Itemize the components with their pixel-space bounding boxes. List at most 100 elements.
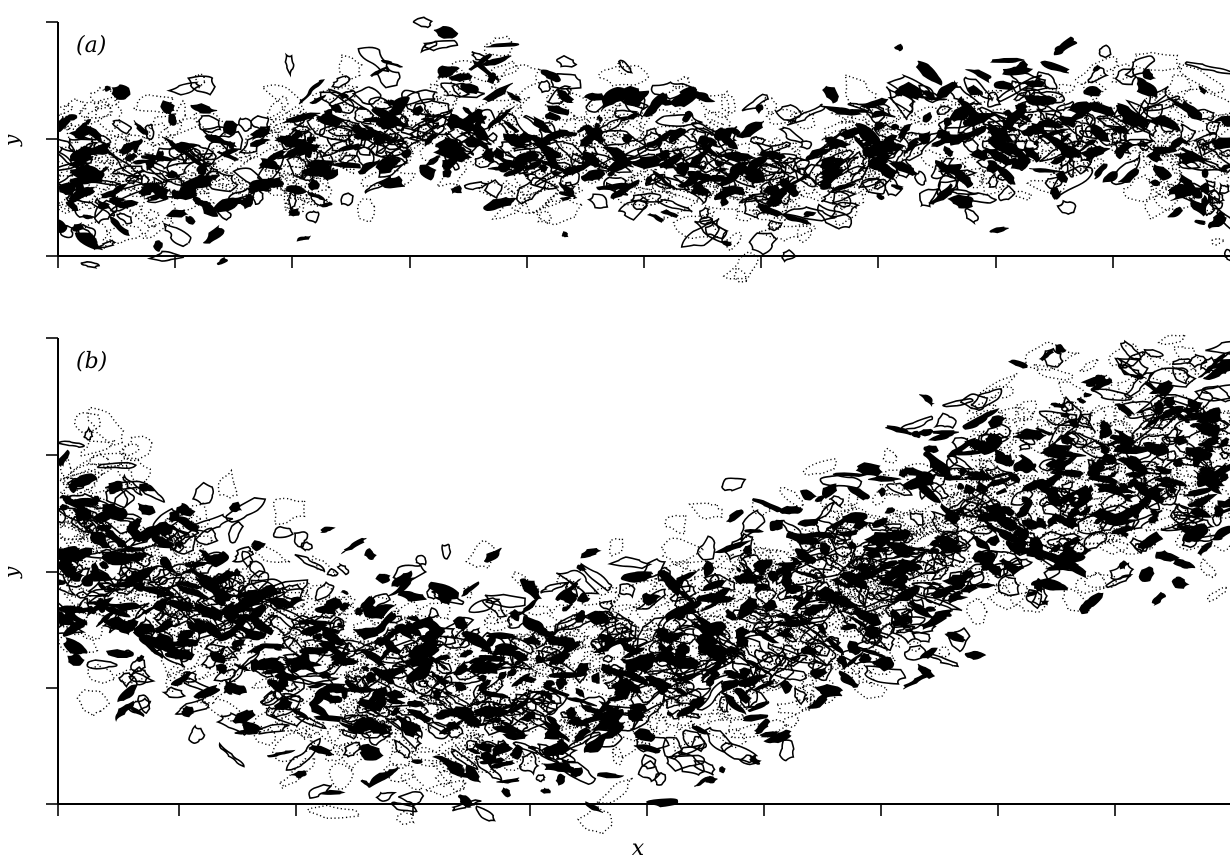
vortex-dotted-contour bbox=[78, 529, 101, 553]
vortex-dotted-contour bbox=[712, 589, 753, 604]
vortex-dotted-contour bbox=[107, 522, 130, 541]
vortex-contour bbox=[673, 174, 712, 205]
vortex-contour bbox=[1018, 443, 1031, 452]
vortex-contour bbox=[625, 153, 656, 165]
vortex-contour bbox=[602, 654, 614, 664]
vortex-blob bbox=[1118, 530, 1129, 540]
vortex-dotted-contour bbox=[1216, 146, 1230, 175]
vortex-blob bbox=[847, 640, 862, 656]
vortex-blob bbox=[65, 200, 79, 212]
vortex-contour bbox=[250, 666, 275, 679]
vortex-blob bbox=[918, 131, 931, 145]
vortex-blob bbox=[642, 92, 668, 117]
vortex-blob bbox=[108, 480, 123, 495]
vortex-blob bbox=[1143, 441, 1169, 456]
vortex-dotted-contour bbox=[691, 179, 718, 199]
vortex-dotted-contour bbox=[998, 406, 1035, 423]
vortex-contour bbox=[98, 582, 123, 591]
vortex-contour bbox=[231, 546, 255, 563]
vortex-contour bbox=[1051, 485, 1093, 504]
vortex-blob bbox=[928, 537, 943, 547]
vortex-contour bbox=[760, 141, 792, 156]
vortex-dotted-contour bbox=[434, 659, 473, 686]
vortex-blob bbox=[232, 709, 256, 724]
vortex-dotted-contour bbox=[338, 111, 350, 139]
vortex-blob bbox=[1025, 544, 1045, 561]
vortex-dotted-contour bbox=[859, 630, 897, 663]
vortex-blob bbox=[411, 641, 440, 659]
vortex-dotted-contour bbox=[880, 473, 904, 498]
vortex-contour bbox=[1058, 537, 1092, 556]
vortex-dotted-contour bbox=[324, 725, 341, 742]
vortex-contour bbox=[682, 729, 708, 753]
vortex-contour bbox=[666, 754, 706, 772]
vortex-dotted-contour bbox=[811, 638, 839, 673]
vortex-dotted-contour bbox=[973, 503, 1020, 533]
vortex-dotted-contour bbox=[837, 581, 867, 598]
vortex-blob bbox=[419, 164, 437, 181]
vortex-blob bbox=[1149, 494, 1166, 504]
vortex-contour bbox=[729, 609, 774, 624]
vortex-blob bbox=[308, 744, 334, 757]
vortex-dotted-contour bbox=[217, 468, 238, 500]
vortex-dotted-contour bbox=[67, 533, 89, 563]
vortex-dotted-contour bbox=[866, 656, 894, 676]
vortex-dotted-contour bbox=[847, 577, 897, 593]
vortex-contour bbox=[1169, 502, 1191, 526]
vortex-blob bbox=[375, 120, 397, 130]
vortex-contour bbox=[964, 563, 985, 578]
vortex-dotted-contour bbox=[104, 519, 148, 540]
vortex-dotted-contour bbox=[829, 654, 841, 671]
vortex-blob bbox=[233, 568, 241, 578]
vortex-dotted-contour bbox=[249, 545, 291, 564]
vortex-contour bbox=[177, 640, 193, 663]
vortex-blob bbox=[1090, 123, 1111, 143]
vortex-contour bbox=[188, 724, 206, 744]
vortex-blob bbox=[474, 742, 494, 753]
vortex-contour bbox=[396, 140, 409, 150]
vortex-dotted-contour bbox=[250, 590, 308, 620]
vortex-contour bbox=[933, 412, 957, 429]
vortex-blob bbox=[754, 103, 764, 114]
vortex-dotted-contour bbox=[61, 181, 100, 211]
vortex-contour bbox=[102, 619, 134, 630]
vortex-dotted-contour bbox=[1044, 401, 1084, 432]
vortex-dotted-contour bbox=[302, 602, 330, 619]
vortex-dotted-contour bbox=[620, 646, 647, 658]
vortex-blob bbox=[1190, 507, 1213, 518]
vortex-blob bbox=[929, 430, 960, 436]
vortex-dotted-contour bbox=[796, 224, 813, 244]
vortex-dotted-contour bbox=[268, 707, 306, 739]
vortex-blob bbox=[1066, 418, 1079, 429]
vortex-blob bbox=[815, 683, 844, 698]
vortex-blob bbox=[127, 552, 147, 562]
vortex-dotted-contour bbox=[674, 560, 711, 572]
vortex-dotted-contour bbox=[778, 623, 800, 648]
vortex-blob bbox=[290, 770, 307, 779]
vortex-blob bbox=[943, 145, 954, 157]
vortex-dotted-contour bbox=[1141, 145, 1165, 170]
vortex-dotted-contour bbox=[169, 541, 191, 571]
vortex-contour bbox=[637, 760, 661, 783]
vortex-blob bbox=[1060, 413, 1070, 418]
vortex-contour bbox=[468, 597, 501, 614]
vortex-dotted-contour bbox=[542, 132, 573, 156]
vortex-dotted-contour bbox=[995, 130, 1016, 142]
vortex-dotted-contour bbox=[1156, 450, 1186, 482]
vortex-contour bbox=[1202, 188, 1226, 205]
vortex-contour bbox=[1062, 430, 1088, 449]
vortex-dotted-contour bbox=[566, 612, 615, 653]
vortex-dotted-contour bbox=[719, 588, 735, 600]
vortex-contour bbox=[1008, 558, 1034, 571]
vortex-contour bbox=[902, 532, 914, 544]
vortex-blob bbox=[1014, 102, 1029, 112]
vortex-blob bbox=[810, 589, 840, 605]
vortex-contour bbox=[964, 207, 979, 225]
vortex-dotted-contour bbox=[953, 512, 976, 535]
vortex-dotted-contour bbox=[733, 266, 749, 284]
vortex-blob bbox=[365, 671, 378, 685]
vortex-blob bbox=[1078, 601, 1092, 615]
vortex-blob bbox=[1102, 171, 1118, 183]
vortex-contour bbox=[260, 690, 277, 706]
vortex-blob bbox=[124, 153, 138, 163]
